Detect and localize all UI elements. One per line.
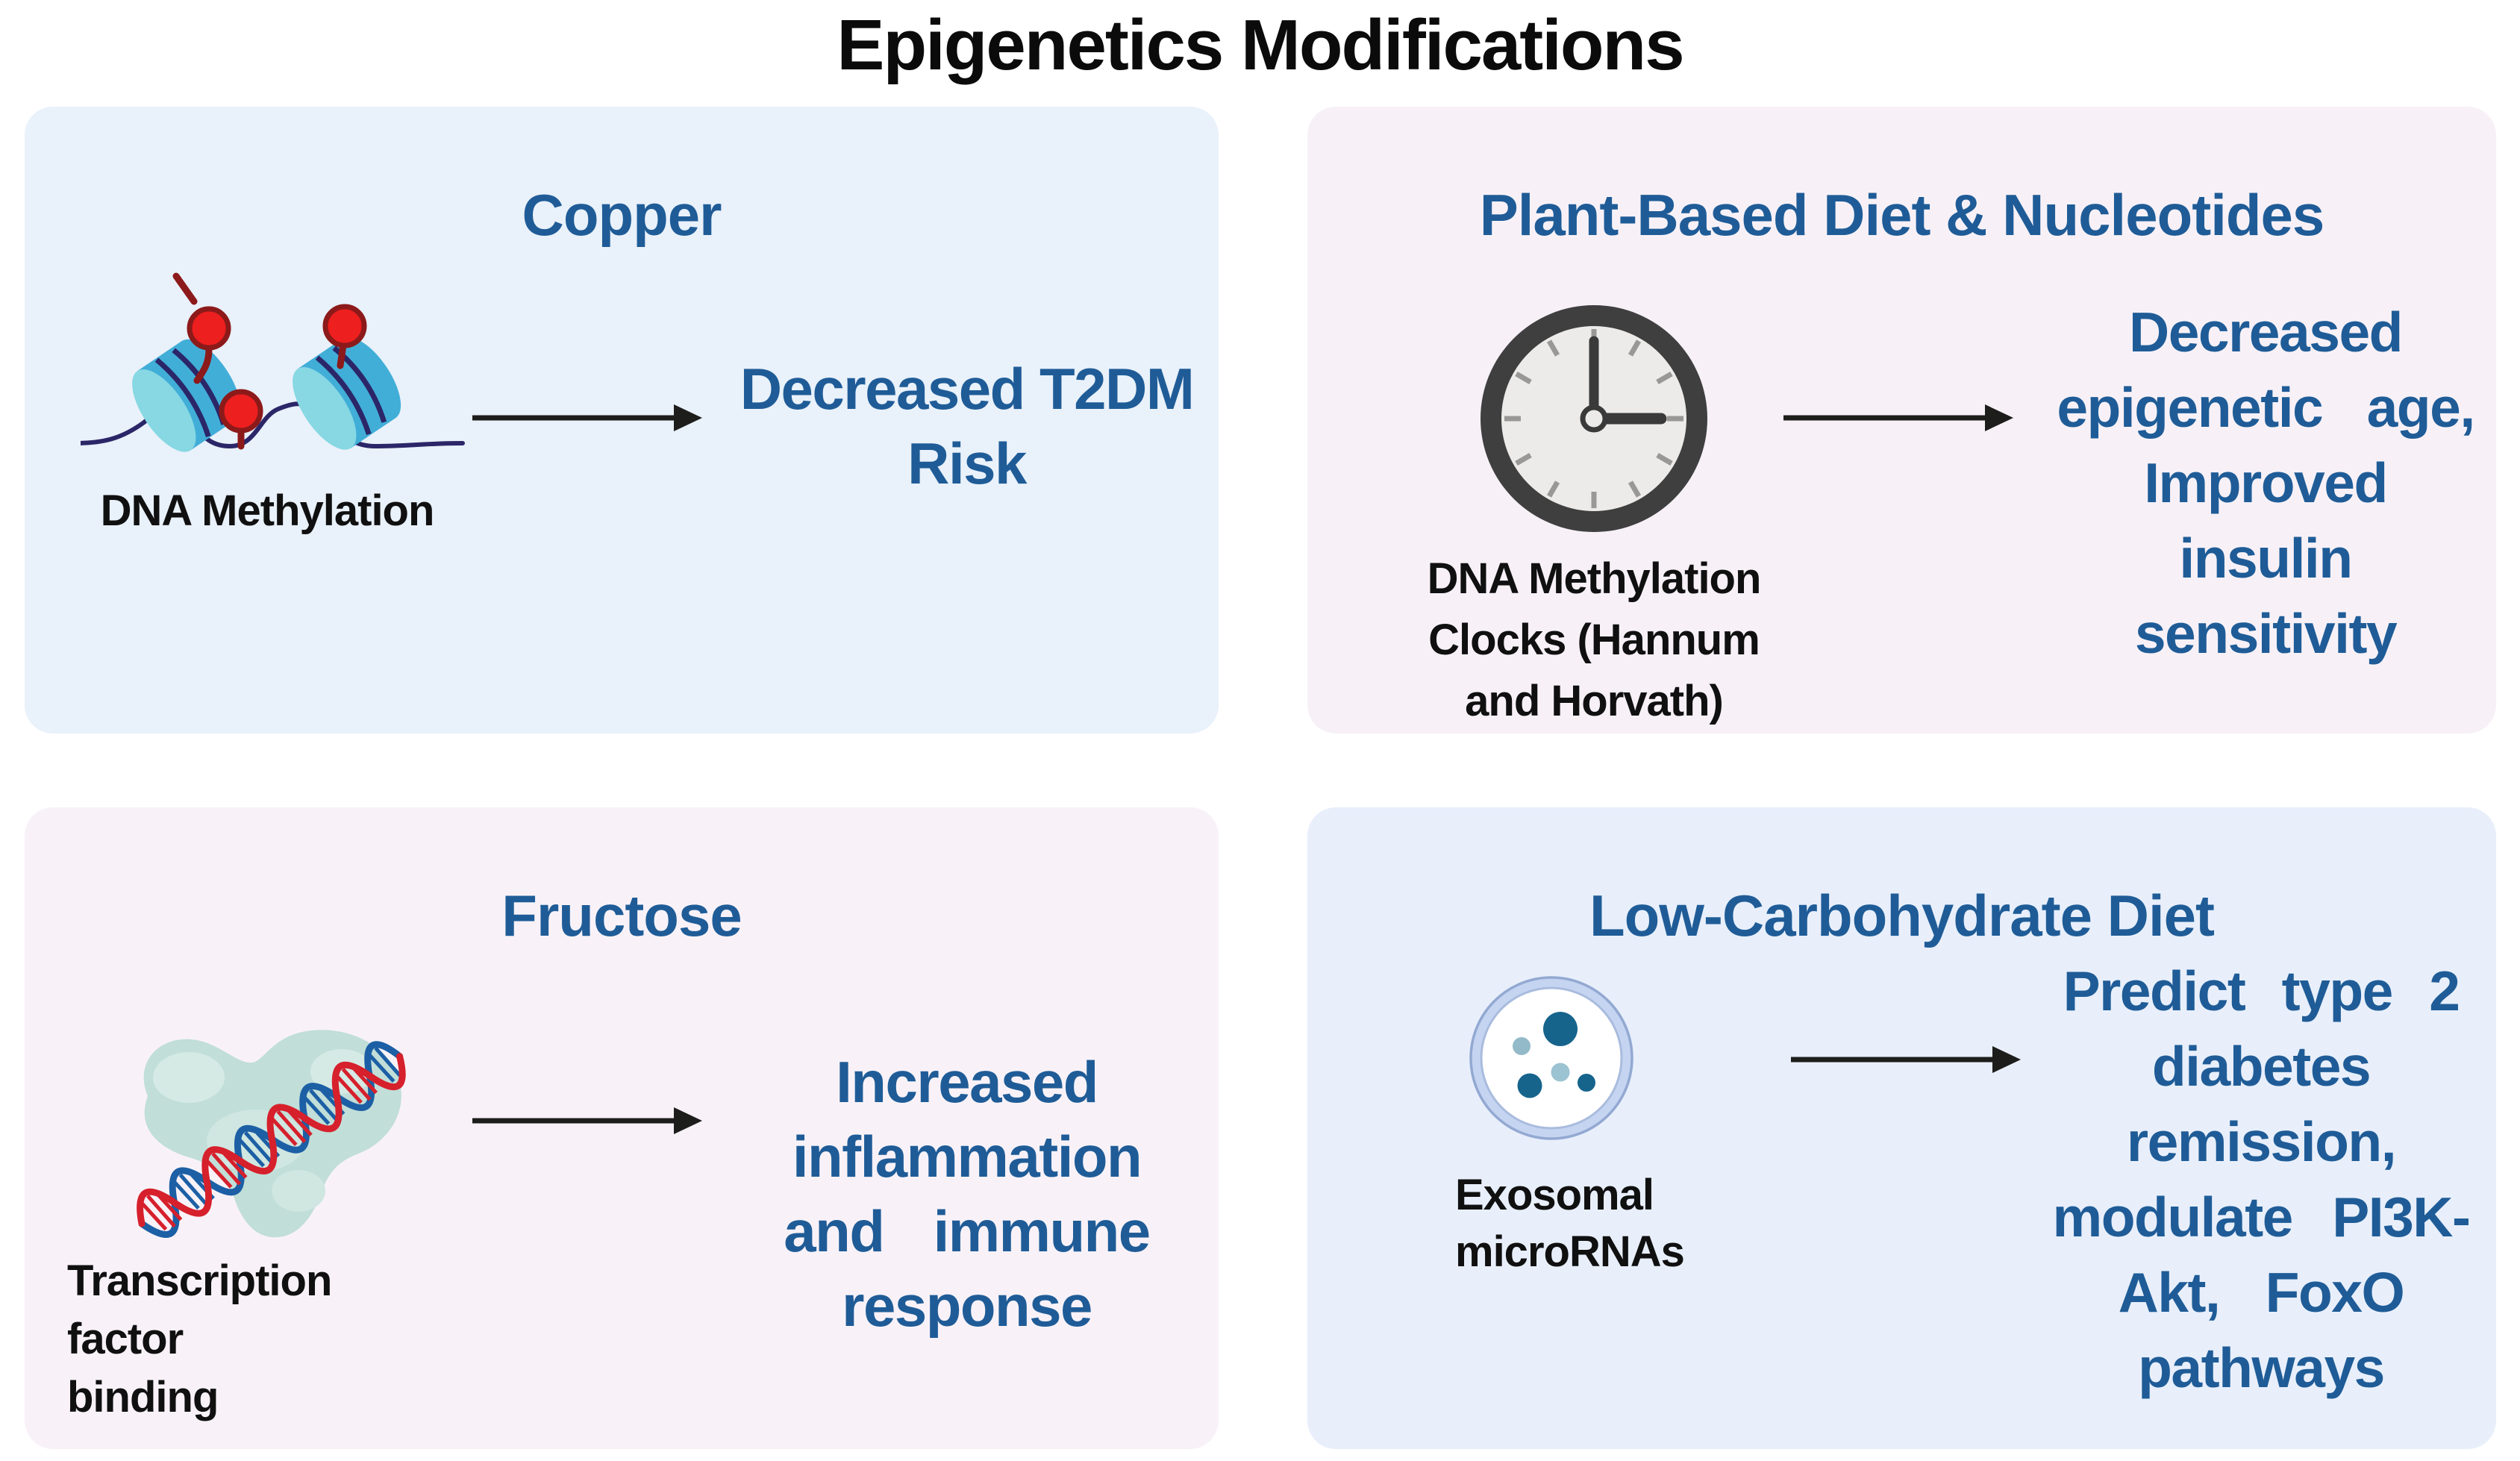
arrow-right-icon bbox=[1791, 1046, 2021, 1073]
exosome-icon bbox=[1469, 976, 1633, 1140]
microrna-dot bbox=[1513, 1037, 1531, 1055]
microrna-dot bbox=[1551, 1063, 1570, 1082]
dna-helix bbox=[137, 1041, 406, 1238]
icon-label: Transcription factor binding bbox=[67, 1257, 332, 1421]
methyl-group bbox=[322, 304, 367, 348]
microrna-dot bbox=[1517, 1073, 1542, 1098]
result-text: Decreased epigenetic age, Improved insul… bbox=[2057, 301, 2475, 665]
methyl-group bbox=[187, 306, 231, 351]
page-title: Epigenetics Modifications bbox=[837, 5, 1684, 85]
nucleosome-right bbox=[293, 337, 401, 450]
arrow-right-icon bbox=[472, 1107, 702, 1134]
icon-label: Exosomal microRNAs bbox=[1455, 1171, 1685, 1276]
icon-label: DNA Methylation Clocks (Hannum and Horva… bbox=[1427, 554, 1762, 725]
panel-low-carb-title: Low-Carbohydrate Diet bbox=[1589, 883, 2215, 948]
microrna-dot bbox=[1543, 1012, 1578, 1046]
result-text: Predict type 2 diabetes remission, modul… bbox=[2052, 960, 2471, 1399]
panel-plant-based-title: Plant-Based Diet & Nucleotides bbox=[1479, 182, 2325, 248]
result-text: Decreased T2DM Risk bbox=[740, 356, 1195, 496]
panel-fructose: Fructose Transcription factor binding bbox=[25, 807, 1219, 1449]
panel-copper: Copper bbox=[25, 107, 1219, 733]
arrow-right-icon bbox=[1783, 404, 2013, 431]
dna-methylation-clock-icon bbox=[1481, 305, 1707, 532]
methyl-group bbox=[219, 389, 263, 434]
microrna-dot bbox=[1578, 1074, 1595, 1092]
dna-methylation-icon bbox=[81, 272, 465, 452]
transcription-factor-binding-icon bbox=[137, 1030, 406, 1238]
panel-fructose-title: Fructose bbox=[501, 883, 742, 948]
panel-plant-based-diet: Plant-Based Diet & Nucleotides DNA Methy… bbox=[1307, 107, 2496, 733]
panel-copper-title: Copper bbox=[522, 182, 722, 248]
result-text: Increased inflammation and immune respon… bbox=[784, 1049, 1151, 1339]
arrow-right-icon bbox=[472, 404, 702, 431]
icon-label: DNA Methylation bbox=[100, 487, 435, 535]
panel-low-carb-diet: Low-Carbohydrate Diet Exosomal microRNAs… bbox=[1307, 807, 2496, 1449]
